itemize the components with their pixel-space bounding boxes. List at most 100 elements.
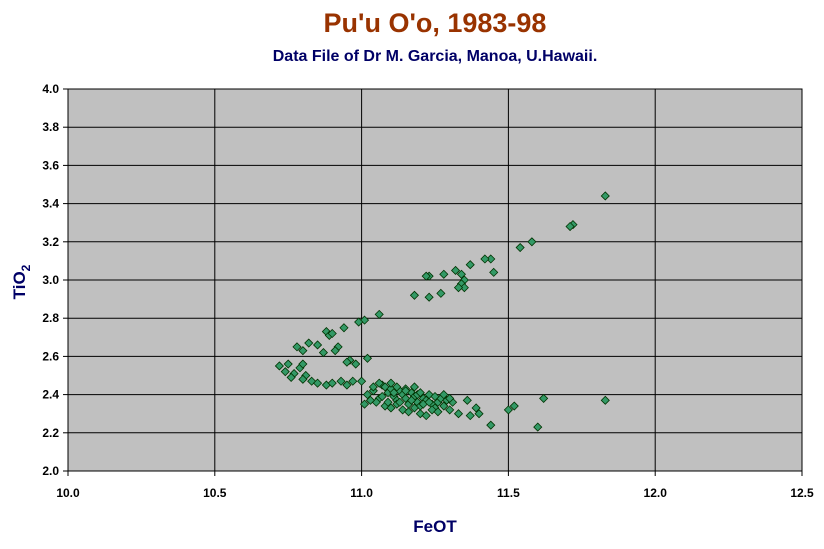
data-point (374, 309, 384, 319)
y-tick-label: 3.6 (42, 158, 59, 172)
x-tick-label: 11.5 (497, 486, 520, 500)
y-axis-title-main: TiO (10, 271, 29, 299)
data-point (409, 403, 420, 413)
data-point (424, 292, 434, 302)
data-point (462, 395, 472, 405)
data-point (439, 390, 449, 400)
x-axis-title: FeOT (413, 517, 457, 536)
data-point (445, 405, 455, 415)
x-tick-label: 10.0 (56, 486, 80, 500)
data-point (465, 411, 475, 421)
data-point (280, 367, 290, 377)
data-point (409, 290, 420, 300)
data-point (565, 221, 575, 232)
data-point (377, 391, 387, 402)
data-point (342, 380, 352, 390)
data-point (404, 407, 414, 417)
data-point (471, 403, 481, 413)
data-point (312, 378, 323, 388)
x-tick-label: 12.0 (644, 486, 668, 500)
y-tick-label: 2.2 (42, 426, 59, 440)
data-point (480, 254, 490, 264)
data-point (453, 409, 464, 419)
data-point (368, 382, 378, 392)
data-point (318, 348, 328, 358)
y-tick-label: 2.6 (42, 349, 59, 363)
axis-ticks: 2.0 2.2 2.4 2.6 2.8 3.0 3.2 3.4 3.6 3.8 4.0 10.0 10.… (42, 82, 814, 500)
data-point (453, 283, 464, 293)
y-tick-label: 3.4 (42, 197, 59, 211)
data-point (362, 353, 373, 363)
data-point (365, 395, 375, 405)
data-point (348, 376, 358, 386)
data-point (395, 397, 405, 407)
y-tick-label: 2.0 (42, 464, 59, 478)
data-point (415, 388, 425, 398)
data-point (292, 342, 302, 352)
data-point (600, 191, 610, 201)
data-point (283, 359, 293, 369)
y-tick-label: 3.8 (42, 120, 59, 134)
data-point (527, 237, 537, 247)
data-point (450, 265, 461, 276)
data-point (339, 323, 349, 333)
data-point (439, 269, 449, 279)
data-point (386, 403, 396, 413)
data-point (409, 382, 420, 392)
chart-title: Pu'u O'o, 1983-98 (323, 8, 547, 38)
x-tick-label: 10.5 (203, 486, 227, 500)
data-point (389, 388, 399, 398)
data-point (354, 317, 364, 327)
y-tick-label: 3.2 (42, 235, 59, 249)
data-point (359, 399, 370, 409)
data-point (304, 338, 314, 348)
data-point (386, 378, 396, 388)
data-point (312, 340, 323, 350)
data-point (357, 376, 367, 386)
data-point (327, 378, 337, 388)
data-point (439, 401, 449, 411)
data-point (298, 346, 308, 356)
data-point (486, 420, 496, 430)
data-point (489, 267, 499, 277)
data-point (433, 407, 443, 417)
y-axis-title: TiO2 (10, 264, 33, 299)
data-point (336, 376, 346, 386)
data-point (509, 401, 519, 411)
data-point (383, 397, 393, 407)
x-tick-label: 12.5 (790, 486, 814, 500)
data-point (424, 397, 434, 407)
y-tick-label: 3.0 (42, 273, 59, 287)
data-point (445, 393, 455, 403)
data-point (392, 382, 402, 392)
data-point (539, 393, 549, 403)
data-point (406, 395, 417, 405)
data-point (430, 391, 440, 402)
data-point (474, 409, 484, 419)
data-point (465, 260, 475, 270)
data-point (456, 269, 466, 279)
chart-subtitle: Data File of Dr M. Garcia, Manoa, U.Hawa… (272, 48, 598, 65)
data-point (401, 386, 411, 396)
data-point (286, 372, 296, 382)
data-point (515, 242, 525, 253)
data-point (421, 411, 431, 421)
data-point (274, 361, 284, 371)
data-point (327, 328, 337, 339)
data-point (342, 357, 352, 367)
data-point (503, 405, 513, 415)
data-point (351, 359, 361, 369)
data-point (600, 395, 610, 405)
data-point (330, 346, 340, 356)
data-point (533, 422, 543, 432)
y-axis-title-subscript: 2 (19, 264, 33, 271)
y-tick-label: 2.4 (42, 388, 59, 402)
grid-lines (68, 89, 802, 471)
data-point (362, 390, 373, 400)
data-points (274, 191, 610, 432)
data-point (298, 374, 308, 384)
x-tick-label: 11.0 (350, 486, 373, 500)
data-point (298, 359, 308, 369)
data-point (436, 288, 446, 298)
data-point (374, 378, 384, 388)
